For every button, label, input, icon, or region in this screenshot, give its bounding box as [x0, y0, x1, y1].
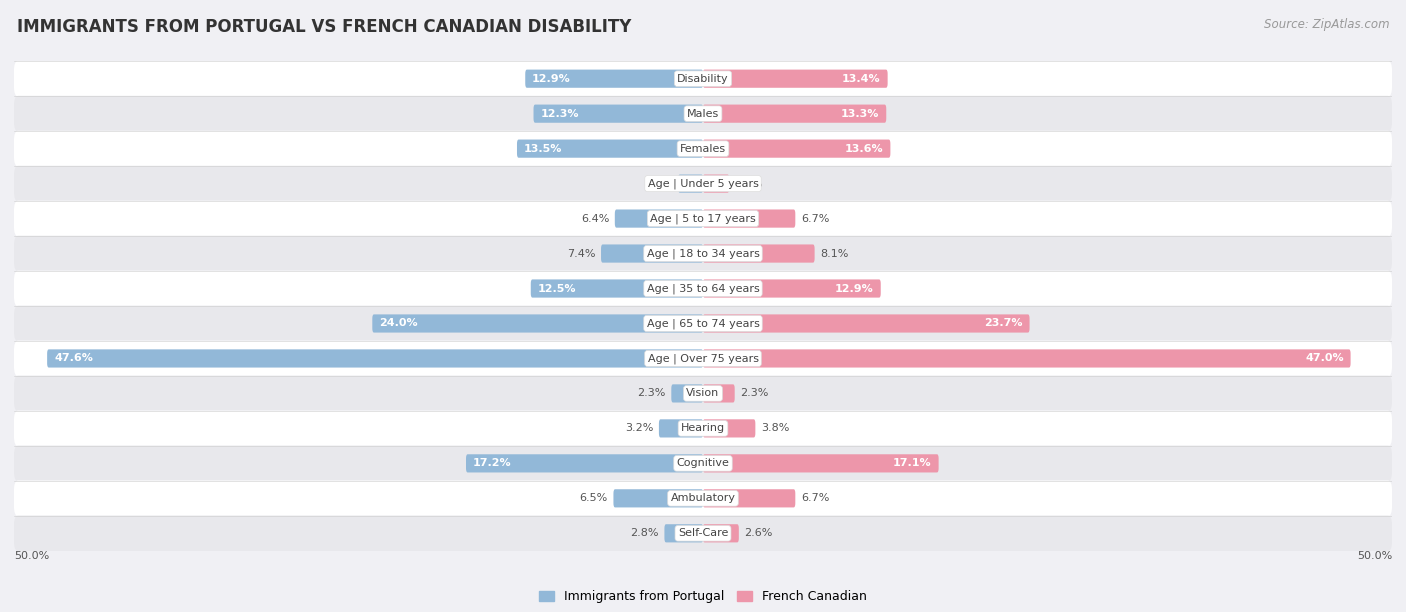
- FancyBboxPatch shape: [517, 140, 703, 158]
- Text: 1.8%: 1.8%: [644, 179, 672, 188]
- Text: 12.9%: 12.9%: [531, 73, 571, 84]
- Text: 47.0%: 47.0%: [1305, 354, 1344, 364]
- Text: 47.6%: 47.6%: [53, 354, 93, 364]
- FancyBboxPatch shape: [14, 376, 1392, 411]
- FancyBboxPatch shape: [14, 236, 1392, 271]
- Text: 6.5%: 6.5%: [579, 493, 607, 503]
- Text: 1.9%: 1.9%: [735, 179, 763, 188]
- Text: IMMIGRANTS FROM PORTUGAL VS FRENCH CANADIAN DISABILITY: IMMIGRANTS FROM PORTUGAL VS FRENCH CANAD…: [17, 18, 631, 36]
- Text: 13.3%: 13.3%: [841, 109, 879, 119]
- Text: 12.5%: 12.5%: [537, 283, 576, 294]
- Text: 6.7%: 6.7%: [801, 493, 830, 503]
- Text: Ambulatory: Ambulatory: [671, 493, 735, 503]
- Text: Age | Under 5 years: Age | Under 5 years: [648, 178, 758, 189]
- Text: 2.3%: 2.3%: [637, 389, 666, 398]
- FancyBboxPatch shape: [703, 419, 755, 438]
- Text: Age | 35 to 64 years: Age | 35 to 64 years: [647, 283, 759, 294]
- Text: 7.4%: 7.4%: [567, 248, 596, 258]
- Text: 50.0%: 50.0%: [14, 551, 49, 561]
- FancyBboxPatch shape: [703, 315, 1029, 332]
- FancyBboxPatch shape: [600, 244, 703, 263]
- Text: Males: Males: [688, 109, 718, 119]
- FancyBboxPatch shape: [665, 524, 703, 542]
- Text: 6.7%: 6.7%: [801, 214, 830, 223]
- FancyBboxPatch shape: [373, 315, 703, 332]
- Legend: Immigrants from Portugal, French Canadian: Immigrants from Portugal, French Canadia…: [534, 585, 872, 608]
- Text: 12.3%: 12.3%: [540, 109, 579, 119]
- Text: Disability: Disability: [678, 73, 728, 84]
- Text: Self-Care: Self-Care: [678, 528, 728, 539]
- FancyBboxPatch shape: [703, 209, 796, 228]
- FancyBboxPatch shape: [703, 280, 880, 297]
- FancyBboxPatch shape: [14, 446, 1392, 481]
- FancyBboxPatch shape: [703, 454, 939, 472]
- Text: Vision: Vision: [686, 389, 720, 398]
- FancyBboxPatch shape: [465, 454, 703, 472]
- FancyBboxPatch shape: [703, 140, 890, 158]
- FancyBboxPatch shape: [14, 201, 1392, 236]
- FancyBboxPatch shape: [703, 349, 1351, 368]
- FancyBboxPatch shape: [14, 341, 1392, 376]
- FancyBboxPatch shape: [14, 480, 1392, 516]
- Text: 13.5%: 13.5%: [524, 144, 562, 154]
- Text: 13.4%: 13.4%: [842, 73, 880, 84]
- FancyBboxPatch shape: [703, 489, 796, 507]
- Text: 50.0%: 50.0%: [1357, 551, 1392, 561]
- Text: Females: Females: [681, 144, 725, 154]
- FancyBboxPatch shape: [703, 70, 887, 88]
- FancyBboxPatch shape: [48, 349, 703, 368]
- Text: 24.0%: 24.0%: [380, 318, 418, 329]
- Text: Hearing: Hearing: [681, 424, 725, 433]
- Text: 2.8%: 2.8%: [630, 528, 659, 539]
- Text: 13.6%: 13.6%: [845, 144, 883, 154]
- FancyBboxPatch shape: [14, 271, 1392, 307]
- FancyBboxPatch shape: [14, 305, 1392, 341]
- Text: 17.1%: 17.1%: [893, 458, 932, 468]
- Text: 17.2%: 17.2%: [472, 458, 512, 468]
- FancyBboxPatch shape: [613, 489, 703, 507]
- Text: 12.9%: 12.9%: [835, 283, 875, 294]
- Text: 3.2%: 3.2%: [626, 424, 654, 433]
- Text: 3.8%: 3.8%: [761, 424, 789, 433]
- Text: Age | Over 75 years: Age | Over 75 years: [648, 353, 758, 364]
- Text: Age | 5 to 17 years: Age | 5 to 17 years: [650, 214, 756, 224]
- FancyBboxPatch shape: [14, 166, 1392, 201]
- FancyBboxPatch shape: [659, 419, 703, 438]
- FancyBboxPatch shape: [533, 105, 703, 123]
- FancyBboxPatch shape: [14, 411, 1392, 446]
- FancyBboxPatch shape: [531, 280, 703, 297]
- Text: 6.4%: 6.4%: [581, 214, 609, 223]
- FancyBboxPatch shape: [703, 105, 886, 123]
- Text: Age | 18 to 34 years: Age | 18 to 34 years: [647, 248, 759, 259]
- Text: 2.6%: 2.6%: [744, 528, 773, 539]
- Text: Source: ZipAtlas.com: Source: ZipAtlas.com: [1264, 18, 1389, 31]
- FancyBboxPatch shape: [614, 209, 703, 228]
- FancyBboxPatch shape: [703, 384, 735, 403]
- Text: 23.7%: 23.7%: [984, 318, 1022, 329]
- FancyBboxPatch shape: [678, 174, 703, 193]
- FancyBboxPatch shape: [14, 515, 1392, 551]
- Text: Age | 65 to 74 years: Age | 65 to 74 years: [647, 318, 759, 329]
- FancyBboxPatch shape: [703, 524, 738, 542]
- FancyBboxPatch shape: [14, 131, 1392, 166]
- FancyBboxPatch shape: [703, 244, 814, 263]
- Text: 8.1%: 8.1%: [820, 248, 848, 258]
- FancyBboxPatch shape: [14, 61, 1392, 97]
- Text: Cognitive: Cognitive: [676, 458, 730, 468]
- FancyBboxPatch shape: [526, 70, 703, 88]
- FancyBboxPatch shape: [703, 174, 730, 193]
- FancyBboxPatch shape: [14, 96, 1392, 132]
- FancyBboxPatch shape: [671, 384, 703, 403]
- Text: 2.3%: 2.3%: [740, 389, 769, 398]
